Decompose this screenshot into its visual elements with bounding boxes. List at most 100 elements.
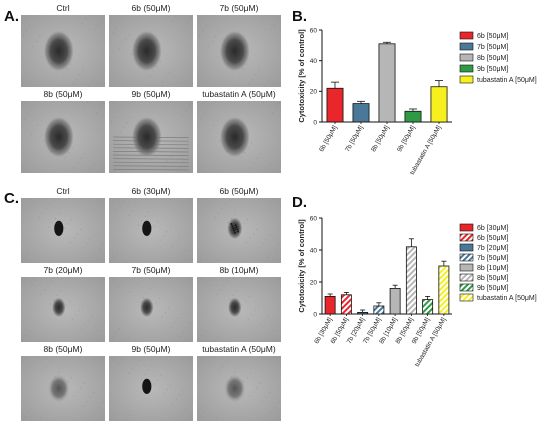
spheroid-spot (219, 116, 250, 158)
panel-letter-d: D. (292, 194, 307, 211)
micrograph-cell: 9b (50μM) (109, 89, 193, 173)
micrograph-label: 7b (50μM) (131, 265, 171, 275)
legend-label: 8b [50μM] (477, 55, 508, 62)
micrograph-label: 6b (30μM) (131, 186, 171, 196)
micrograph-image (197, 277, 281, 342)
micrograph-image (21, 198, 105, 263)
y-tick-label: 20 (310, 279, 318, 286)
micrograph-label: tubastatin A (50μM) (202, 344, 276, 354)
spheroid-spot (43, 30, 74, 72)
bar (438, 265, 450, 315)
legend-swatch (459, 273, 474, 282)
micrograph-image (197, 198, 281, 263)
bar (422, 299, 434, 315)
panel-letter-b: B. (292, 8, 307, 25)
legend-swatch (459, 64, 474, 73)
bar-chart-d: Cytotoxicity [% of control] 0 20 40 60 6b [30… (292, 210, 548, 375)
legend-swatch (459, 243, 474, 252)
bar (430, 86, 448, 123)
micrograph-cell: tubastatin A (50μM) (197, 344, 281, 421)
micrograph-label: 6b (50μM) (131, 3, 171, 13)
x-tick-label: 9b [50μM] (396, 124, 417, 153)
legend-label: tubastatin A [50μM] (477, 77, 537, 84)
legend-swatch (459, 53, 474, 62)
y-tick-label: 20 (310, 89, 318, 96)
spheroid-spot (142, 220, 152, 236)
micrograph-image (197, 356, 281, 421)
spheroid-spot (131, 30, 162, 72)
legend-label: 7b [20μM] (477, 245, 508, 252)
legend-swatch (459, 253, 474, 262)
micrograph-cell: 7b (50μM) (109, 265, 193, 342)
legend-label: tubastatin A [50μM] (477, 295, 537, 302)
micrograph-cell: Ctrl (21, 186, 105, 263)
micrograph-cell: 6b (30μM) (109, 186, 193, 263)
micrograph-label: 7b (50μM) (219, 3, 259, 13)
legend-swatch (459, 283, 474, 292)
y-axis-label: Cytotoxicity [% of control] (297, 29, 306, 123)
panel-letter-c: C. (4, 190, 19, 207)
chart-svg: Cytotoxicity [% of control] 0 20 40 60 6b [50… (297, 27, 537, 176)
spheroid-spot (47, 374, 70, 403)
micrograph-cell: 8b (50μM) (21, 344, 105, 421)
micrograph-cell: 6b (50μM) (109, 3, 193, 87)
y-tick-label: 40 (310, 247, 318, 254)
bar (340, 294, 352, 315)
bar (324, 296, 336, 315)
legend-swatch (459, 75, 474, 84)
spheroid-spot (54, 220, 64, 236)
micrograph-image (109, 356, 193, 421)
legend-swatch (459, 223, 474, 232)
legend-label: 9b [50μM] (477, 285, 508, 292)
legend-swatch (459, 31, 474, 40)
legend-swatch (459, 233, 474, 242)
chart-svg: Cytotoxicity [% of control] 0 20 40 60 6b [30… (297, 215, 537, 368)
micrograph-image (109, 277, 193, 342)
micrograph-label: 6b (50μM) (219, 186, 259, 196)
legend-label: 8b [50μM] (477, 275, 508, 282)
micrograph-image (197, 15, 281, 87)
bar (389, 288, 401, 315)
x-tick-label: 6b [50μM] (318, 124, 339, 153)
bar (373, 305, 385, 315)
micrograph-cell: 8b (50μM) (21, 89, 105, 173)
bar (405, 246, 417, 315)
micrograph-cell: 6b (50μM) (197, 186, 281, 263)
micrograph-image (21, 15, 105, 87)
y-tick-label: 0 (313, 119, 317, 126)
spheroid-spot (219, 30, 250, 72)
legend-label: 6b [50μM] (477, 33, 508, 40)
legend-swatch (459, 263, 474, 272)
y-axis-label: Cytotoxicity [% of control] (297, 219, 306, 313)
legend-label: 8b [10μM] (477, 265, 508, 272)
micrograph-label: Ctrl (56, 186, 70, 196)
micrograph-cell: 7b (50μM) (197, 3, 281, 87)
legend-label: 6b [30μM] (477, 225, 508, 232)
x-tick-label: 8b [50μM] (370, 124, 391, 153)
micrograph-image (197, 101, 281, 173)
micrograph-cell: 9b (50μM) (109, 344, 193, 421)
micrograph-label: 8b (50μM) (43, 344, 83, 354)
x-tick-label: 7b [50μM] (344, 124, 365, 153)
micrograph-label: 9b (50μM) (131, 89, 171, 99)
micrograph-cell: 7b (20μM) (21, 265, 105, 342)
y-tick-label: 60 (310, 27, 318, 34)
micrograph-image (109, 15, 193, 87)
micrograph-cell: tubastatin A (50μM) (197, 89, 281, 173)
legend-label: 6b [50μM] (477, 235, 508, 242)
spheroid-spot (43, 116, 74, 158)
micrograph-label: 7b (20μM) (43, 265, 83, 275)
legend-swatch (459, 293, 474, 302)
legend-label: 7b [50μM] (477, 255, 508, 262)
micrograph-image (21, 277, 105, 342)
spheroid-spot (131, 116, 162, 158)
bar (378, 43, 396, 123)
legend-label: 9b [50μM] (477, 66, 508, 73)
spheroid-spot (52, 297, 66, 318)
bar (404, 110, 422, 123)
bar-chart-b: Cytotoxicity [% of control] 0 20 40 60 6b [50… (292, 22, 548, 182)
spheroid-spot (142, 378, 152, 394)
micrograph-image (21, 356, 105, 421)
bar (352, 103, 370, 123)
micrograph-label: 8b (10μM) (219, 265, 259, 275)
